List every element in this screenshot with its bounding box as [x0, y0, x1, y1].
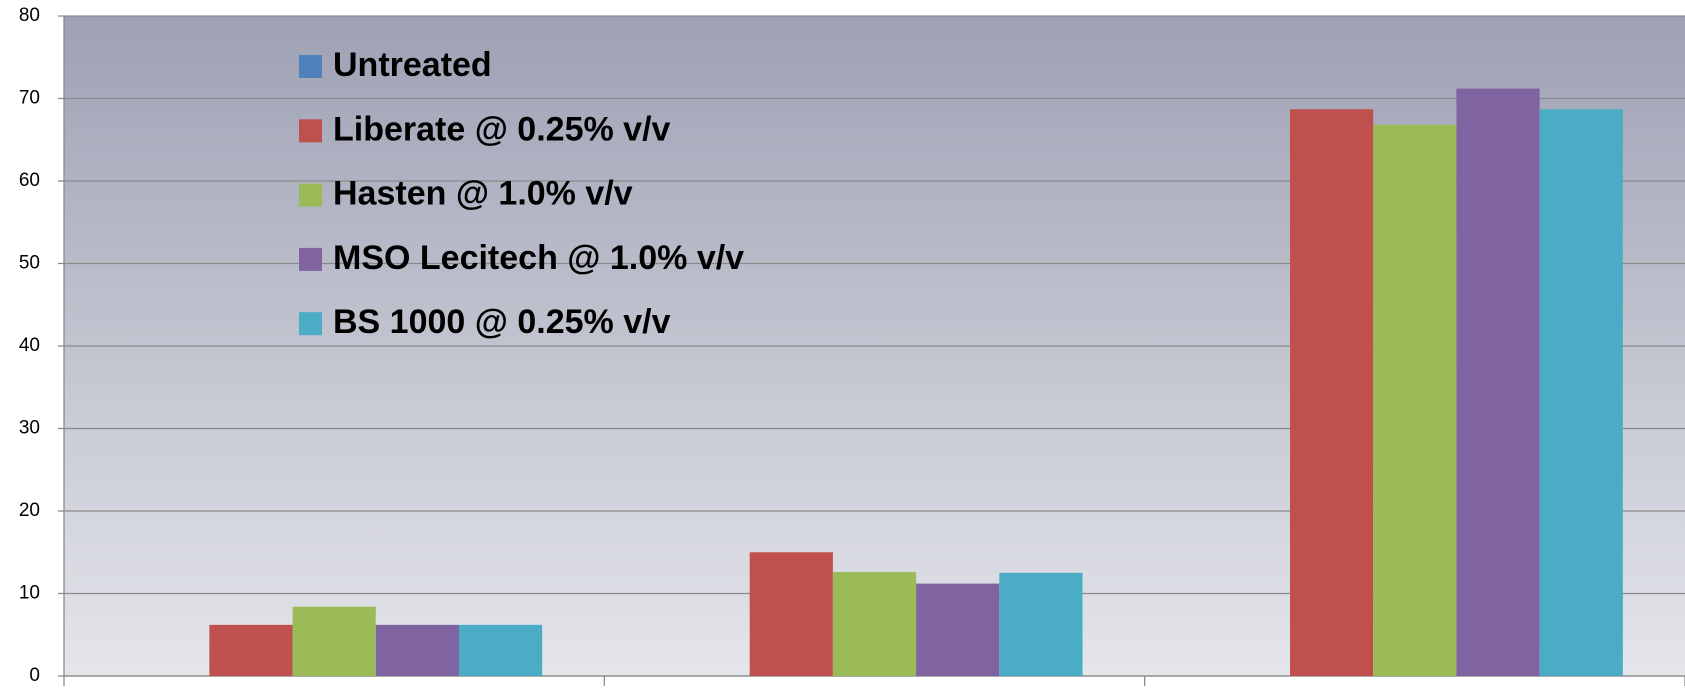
legend-swatch — [299, 247, 322, 271]
bar — [209, 624, 293, 676]
y-tick-label: 20 — [19, 500, 40, 521]
legend-swatch — [299, 119, 322, 143]
bar — [1456, 88, 1540, 677]
y-tick-label: 80 — [19, 5, 40, 26]
bar — [292, 606, 376, 676]
y-tick-label: 30 — [19, 418, 40, 439]
bar — [916, 583, 1000, 676]
y-tick-label: 0 — [29, 665, 40, 686]
bar — [1539, 109, 1623, 677]
bar — [749, 552, 833, 676]
bar — [999, 572, 1083, 676]
bar — [1290, 109, 1374, 677]
legend-label: Hasten @ 1.0% v/v — [333, 175, 633, 213]
legend-swatch — [299, 55, 322, 78]
bar — [458, 624, 543, 676]
legend-label: Liberate @ 0.25% v/v — [333, 110, 671, 148]
legend-label: MSO Lecitech @ 1.0% v/v — [333, 239, 744, 277]
y-tick-label: 50 — [19, 253, 40, 274]
y-tick-label: 40 — [19, 335, 40, 356]
bar — [832, 572, 917, 676]
y-tick-label: 60 — [19, 170, 40, 191]
legend-label: BS 1000 @ 0.25% v/v — [333, 303, 671, 341]
bar — [1373, 124, 1457, 676]
bar — [375, 624, 459, 676]
y-tick-label: 70 — [19, 88, 40, 109]
legend-swatch — [299, 183, 322, 207]
legend-swatch — [299, 312, 322, 336]
legend-label: Untreated — [333, 46, 492, 84]
y-tick-label: 10 — [19, 583, 40, 604]
